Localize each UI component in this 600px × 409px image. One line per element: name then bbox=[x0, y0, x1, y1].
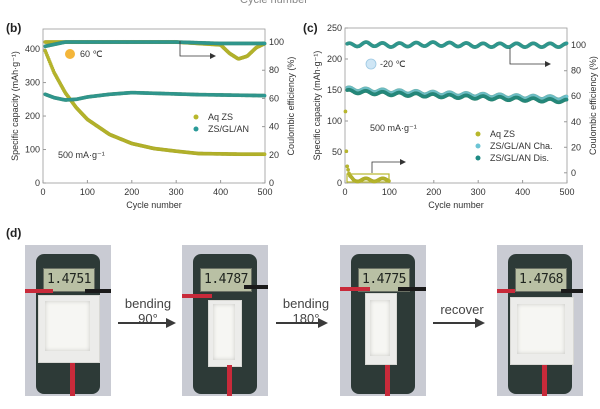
svg-text:60: 60 bbox=[571, 91, 581, 101]
arrow-head-icon bbox=[166, 318, 176, 328]
svg-text:400: 400 bbox=[213, 187, 228, 197]
svg-text:40: 40 bbox=[269, 122, 279, 132]
voltage-reading: 1.4787 bbox=[200, 268, 252, 292]
svg-text:100: 100 bbox=[571, 40, 586, 50]
svg-text:Aq ZS: Aq ZS bbox=[490, 129, 515, 139]
step-text: recover bbox=[440, 302, 484, 317]
svg-text:200: 200 bbox=[25, 111, 40, 121]
svg-text:100: 100 bbox=[25, 145, 40, 155]
svg-text:200: 200 bbox=[426, 187, 441, 197]
svg-text:150: 150 bbox=[327, 85, 342, 95]
arrow bbox=[276, 322, 320, 324]
svg-text:100: 100 bbox=[382, 187, 397, 197]
svg-text:300: 300 bbox=[25, 78, 40, 88]
svg-text:300: 300 bbox=[169, 187, 184, 197]
svg-text:0: 0 bbox=[35, 178, 40, 188]
pouch-cell-bent bbox=[365, 293, 397, 365]
svg-text:Cycle number: Cycle number bbox=[428, 200, 484, 210]
svg-text:60: 60 bbox=[269, 93, 279, 103]
chart-c: 0 100 200 300 400 500 0 50 100 150 200 250 0 20 40 60 80… bbox=[312, 23, 598, 210]
voltage-reading: 1.4751 bbox=[43, 268, 95, 292]
svg-text:400: 400 bbox=[515, 187, 530, 197]
svg-text:ZS/GL/AN Dis.: ZS/GL/AN Dis. bbox=[490, 153, 549, 163]
multimeter: 1.4787 bbox=[193, 254, 257, 394]
svg-text:500 mA·g⁻¹: 500 mA·g⁻¹ bbox=[370, 123, 417, 133]
voltage-reading: 1.4768 bbox=[515, 268, 567, 292]
arrow bbox=[433, 322, 477, 324]
svg-text:Cycle number: Cycle number bbox=[126, 200, 182, 210]
svg-text:0: 0 bbox=[337, 178, 342, 188]
panel-label-d: (d) bbox=[6, 226, 22, 240]
svg-text:500: 500 bbox=[559, 187, 574, 197]
svg-text:300: 300 bbox=[471, 187, 486, 197]
svg-text:80: 80 bbox=[571, 66, 581, 76]
svg-text:ZS/GL/AN: ZS/GL/AN bbox=[208, 124, 249, 134]
svg-text:100: 100 bbox=[269, 37, 284, 47]
pouch-cell-bent bbox=[208, 300, 242, 367]
svg-text:Specific capacity (mAh·g⁻¹): Specific capacity (mAh·g⁻¹) bbox=[10, 51, 20, 161]
svg-text:20: 20 bbox=[571, 142, 581, 152]
multimeter: 1.4775 bbox=[351, 254, 415, 394]
svg-text:500: 500 bbox=[257, 187, 272, 197]
panel-label-b: (b) bbox=[6, 21, 22, 35]
svg-text:-20 ℃: -20 ℃ bbox=[380, 59, 406, 69]
svg-text:250: 250 bbox=[327, 23, 342, 33]
svg-text:0: 0 bbox=[269, 178, 274, 188]
svg-text:200: 200 bbox=[327, 54, 342, 64]
svg-text:Coulombic efficiency (%): Coulombic efficiency (%) bbox=[588, 56, 598, 155]
svg-text:100: 100 bbox=[80, 187, 95, 197]
arrow bbox=[118, 322, 168, 324]
pouch-cell bbox=[38, 295, 100, 363]
svg-text:60 ℃: 60 ℃ bbox=[80, 49, 103, 59]
svg-text:500 mA·g⁻¹: 500 mA·g⁻¹ bbox=[58, 150, 105, 160]
photo-bend-90: 1.4787 bbox=[182, 245, 268, 396]
svg-text:0: 0 bbox=[571, 168, 576, 178]
step-label-recover: recover bbox=[432, 302, 492, 317]
photo-bend-180: 1.4775 bbox=[340, 245, 426, 396]
svg-text:40: 40 bbox=[571, 117, 581, 127]
panel-label-c: (c) bbox=[303, 21, 318, 35]
svg-text:100: 100 bbox=[327, 116, 342, 126]
chart-b: 0 100 200 300 400 500010020030040002040608010… bbox=[10, 28, 296, 210]
cropped-axis-title: Cycle number bbox=[240, 0, 308, 6]
svg-text:Aq ZS: Aq ZS bbox=[208, 112, 233, 122]
svg-text:Coulombic efficiency (%): Coulombic efficiency (%) bbox=[286, 57, 296, 156]
pouch-cell bbox=[510, 297, 574, 365]
arrow-head-icon bbox=[475, 318, 485, 328]
svg-text:0: 0 bbox=[342, 187, 347, 197]
svg-text:20: 20 bbox=[269, 150, 279, 160]
photo-initial: 1.4751 bbox=[25, 245, 111, 396]
step-text: bending bbox=[282, 296, 330, 311]
svg-text:Specific capacity (mAh·g⁻¹): Specific capacity (mAh·g⁻¹) bbox=[312, 51, 322, 161]
svg-text:80: 80 bbox=[269, 65, 279, 75]
svg-text:ZS/GL/AN Cha.: ZS/GL/AN Cha. bbox=[490, 141, 553, 151]
arrow-head-icon bbox=[318, 318, 328, 328]
svg-text:200: 200 bbox=[124, 187, 139, 197]
photo-recovered: 1.4768 bbox=[497, 245, 583, 396]
svg-text:50: 50 bbox=[332, 147, 342, 157]
sun-icon bbox=[65, 49, 75, 59]
svg-text:0: 0 bbox=[40, 187, 45, 197]
svg-text:400: 400 bbox=[25, 44, 40, 54]
step-text: bending bbox=[124, 296, 172, 311]
